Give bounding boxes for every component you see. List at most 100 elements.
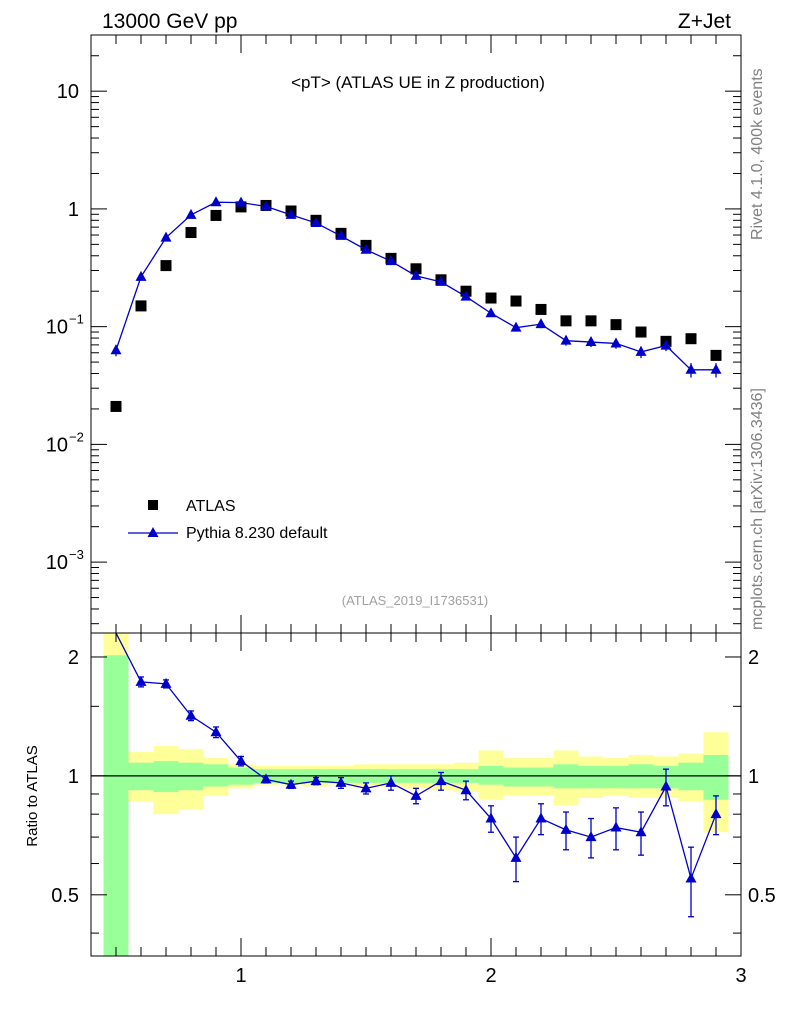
ratio-pythia-point — [685, 872, 697, 883]
atlas-point — [685, 333, 697, 345]
main-panel-content — [110, 196, 722, 412]
atlas-point — [210, 209, 222, 221]
ratio-pythia-point — [535, 812, 547, 823]
ratio-pythia-point — [385, 776, 397, 787]
atlas-point — [135, 300, 147, 312]
ratio-band-inner — [603, 765, 629, 789]
pythia-point — [460, 290, 472, 301]
ratio-pythia-point — [485, 812, 497, 823]
ratio-y-tick-label: 2 — [68, 647, 79, 669]
pythia-point — [685, 363, 697, 374]
ratio-pythia-line — [115, 632, 717, 881]
ratio-panel-content — [91, 632, 741, 956]
pythia-point — [285, 208, 297, 219]
ratio-y-tick-label-right: 0.5 — [748, 885, 776, 907]
pythia-point — [385, 255, 397, 266]
atlas-point — [560, 315, 572, 327]
ratio-pythia-point — [410, 789, 422, 800]
x-tick-label: 1 — [235, 965, 246, 987]
ratio-y-tick-label: 1 — [68, 766, 79, 788]
ratio-y-axis-label: Ratio to ATLAS — [24, 745, 41, 846]
main-y-tick-label: 10 — [46, 552, 68, 574]
ratio-band-inner — [703, 754, 729, 800]
ratio-pythia-point — [210, 726, 222, 737]
main-title: <pT> (ATLAS UE in Z production) — [291, 73, 545, 92]
ratio-pythia-point — [285, 778, 297, 789]
pythia-point — [535, 318, 547, 329]
legend-label-pythia: Pythia 8.230 default — [186, 525, 328, 542]
atlas-point — [235, 201, 247, 213]
main-y-tick-label: 10 — [46, 317, 68, 339]
pythia-point — [435, 275, 447, 286]
atlas-point — [510, 295, 522, 307]
pythia-point — [235, 196, 247, 207]
ratio-band-inner — [103, 655, 129, 956]
ratio-pythia-point — [585, 831, 597, 842]
pythia-point — [260, 200, 272, 211]
ratio-band-inner — [578, 765, 604, 789]
ratio-pythia-point — [185, 709, 197, 720]
ratio-y-tick-label-right: 2 — [748, 647, 759, 669]
ratio-y-tick-label-right: 1 — [748, 766, 759, 788]
energy-label: 13000 GeV pp — [102, 10, 237, 33]
ratio-pythia-point — [710, 808, 722, 819]
ratio-pythia-point — [160, 677, 172, 688]
atlas-point — [485, 292, 497, 304]
main-y-tick-exponent: −3 — [69, 547, 84, 562]
pythia-line — [115, 201, 716, 371]
pythia-point — [610, 337, 622, 348]
pythia-point — [510, 321, 522, 332]
process-label: Z+Jet — [678, 10, 731, 33]
pythia-point — [660, 339, 672, 350]
main-y-tick-exponent: −2 — [69, 429, 84, 444]
ratio-pythia-point — [235, 755, 247, 766]
pythia-point — [110, 344, 122, 355]
atlas-point — [635, 326, 647, 338]
pythia-point — [710, 363, 722, 374]
pythia-point — [135, 270, 147, 281]
main-y-tick-label: 1 — [68, 199, 79, 221]
ratio-y-tick-label: 0.5 — [51, 885, 79, 907]
ratio-pythia-point — [335, 776, 347, 787]
legend: ATLAS Pythia 8.230 default — [128, 498, 328, 542]
pythia-point — [160, 231, 172, 242]
atlas-point — [110, 400, 122, 412]
ratio-pythia-point — [635, 826, 647, 837]
pythia-point — [360, 243, 372, 254]
atlas-point — [710, 349, 722, 361]
ratio-pythia-point — [435, 775, 447, 786]
pythia-point — [210, 196, 222, 207]
main-y-tick-label: 10 — [57, 81, 79, 103]
legend-marker-pythia — [147, 527, 159, 537]
ratio-pythia-point — [610, 821, 622, 832]
atlas-point — [535, 303, 547, 315]
atlas-point — [410, 263, 422, 275]
ratio-pythia-point — [510, 851, 522, 862]
ratio-band-inner — [153, 761, 179, 793]
legend-label-atlas: ATLAS — [186, 498, 236, 515]
atlas-point — [610, 319, 622, 331]
ratio-pythia-point — [360, 782, 372, 793]
mcplots-label: mcplots.cern.ch [arXiv:1306.3436] — [749, 388, 766, 630]
pythia-point — [410, 269, 422, 280]
pythia-point — [185, 208, 197, 219]
ratio-pythia-point — [460, 784, 472, 795]
rivet-version-label: Rivet 4.1.0, 400k events — [749, 68, 766, 240]
ratio-pythia-point — [660, 780, 672, 791]
legend-marker-atlas — [148, 500, 158, 510]
analysis-tag: (ATLAS_2019_I1736531) — [342, 593, 488, 608]
ratio-pythia-point — [560, 823, 572, 834]
x-tick-label: 3 — [735, 965, 746, 987]
atlas-point — [585, 315, 597, 327]
x-tick-label: 2 — [485, 965, 496, 987]
ratio-pythia-point — [260, 773, 272, 784]
atlas-point — [185, 227, 197, 239]
main-y-tick-exponent: −1 — [69, 312, 84, 327]
pythia-point — [310, 216, 322, 227]
pythia-point — [635, 345, 647, 356]
pythia-point — [485, 307, 497, 318]
pythia-point — [335, 229, 347, 240]
ratio-pythia-point — [310, 775, 322, 786]
atlas-point — [160, 260, 172, 272]
